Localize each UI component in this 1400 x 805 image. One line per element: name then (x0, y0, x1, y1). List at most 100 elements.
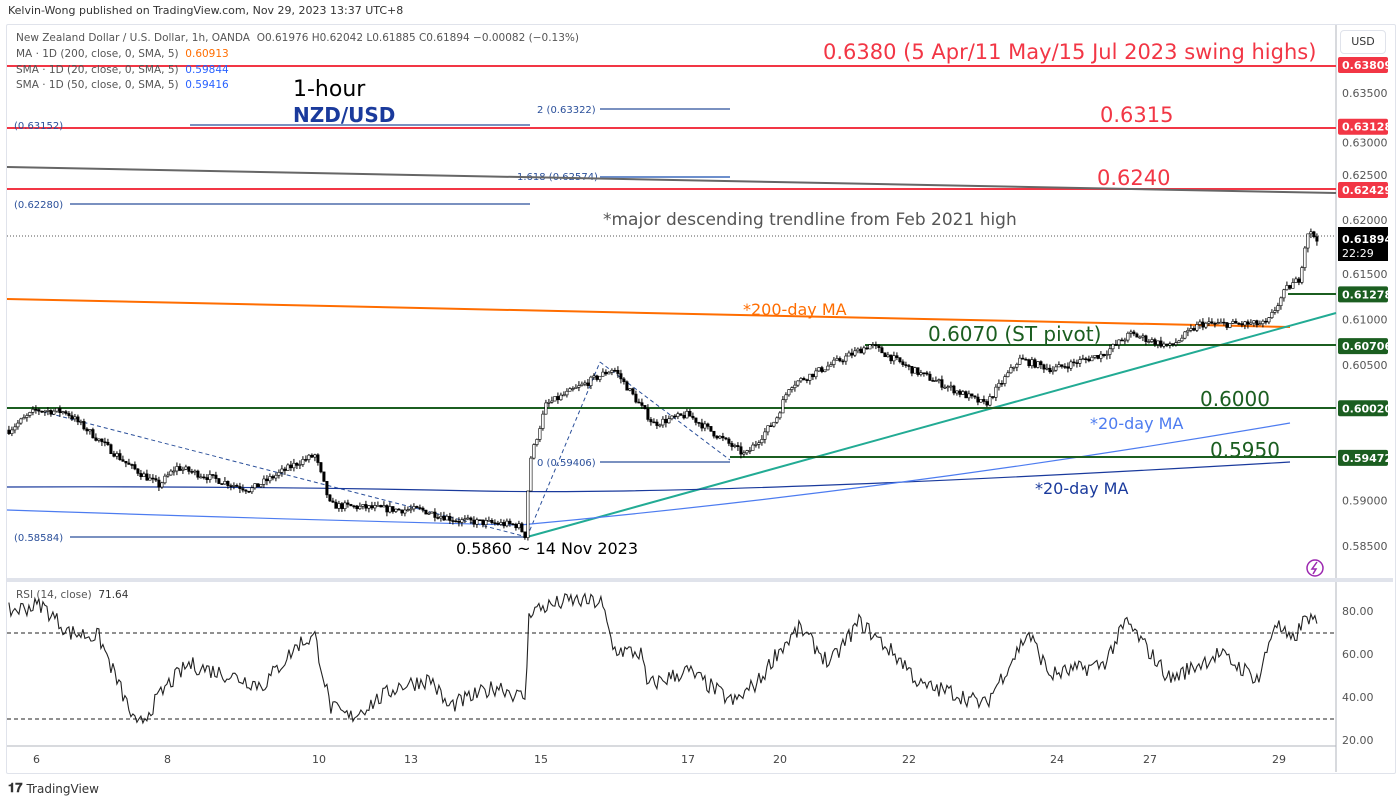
candle (1297, 276, 1301, 286)
candle (553, 396, 557, 402)
candle (298, 460, 302, 470)
candle (784, 392, 788, 403)
candle (367, 505, 371, 513)
fib-dashed-leg[interactable] (599, 361, 731, 461)
candle (1132, 329, 1136, 337)
candle (880, 346, 884, 354)
candle (448, 512, 452, 524)
candle (1042, 363, 1046, 373)
tradingview-brand[interactable]: 𝟏𝟕 TradingView (8, 781, 99, 796)
candle (37, 408, 41, 415)
rsi-line[interactable] (8, 592, 1318, 725)
candle (493, 519, 497, 526)
candle (1054, 363, 1058, 372)
candle (874, 341, 878, 350)
ma200-line[interactable] (6, 298, 1291, 328)
candle (832, 357, 836, 368)
candle (1267, 317, 1271, 325)
candle (55, 408, 59, 413)
legend-sma20[interactable]: SMA · 1D (20, close, 0, SMA, 5) 0.59844 (16, 64, 229, 76)
candle (907, 363, 911, 371)
candle (1039, 360, 1043, 370)
sma50-line[interactable] (6, 461, 1291, 493)
sma20-label: *20-day MA (1090, 414, 1184, 433)
candle (1123, 337, 1127, 345)
candle (1159, 336, 1163, 349)
currency-button[interactable]: USD (1340, 30, 1386, 54)
candle (697, 421, 701, 427)
descending-trendline[interactable] (6, 166, 1337, 194)
candle (1243, 320, 1247, 330)
candle (289, 460, 293, 472)
candle (598, 375, 602, 383)
candle (385, 504, 389, 517)
candle (25, 413, 29, 422)
lightning-icon[interactable] (1306, 559, 1324, 577)
candle (1060, 364, 1064, 369)
candle (814, 367, 818, 380)
candle (166, 471, 170, 478)
candle (232, 482, 236, 490)
candle (943, 384, 947, 389)
candle (1084, 356, 1088, 364)
candle (1210, 318, 1214, 325)
candle (922, 372, 926, 377)
fib-label: 0 (0.59406) (537, 458, 596, 469)
legend-rsi[interactable]: RSI (14, close) 71.64 (16, 589, 129, 601)
candle (58, 405, 62, 417)
candle (673, 414, 677, 419)
support-label-06000: 0.6000 (1200, 387, 1270, 411)
candle (241, 484, 245, 493)
candle (463, 515, 467, 524)
price-level-tag: 0.61278 (1338, 286, 1392, 303)
candle (322, 471, 326, 482)
candle (1264, 318, 1268, 325)
candle (616, 366, 620, 378)
ascending-trendline[interactable] (526, 312, 1337, 538)
candle (205, 474, 209, 484)
legend-ma200[interactable]: MA · 1D (200, close, 0, SMA, 5) 0.60913 (16, 48, 229, 60)
time-axis-tick: 13 (404, 753, 418, 766)
candle (559, 392, 563, 401)
candle (1282, 288, 1286, 302)
candle (73, 413, 77, 422)
candle (28, 411, 32, 418)
candle (682, 411, 686, 420)
candle (724, 437, 728, 441)
candle (1030, 356, 1034, 369)
candle (295, 462, 299, 470)
candle (706, 422, 710, 430)
candle (994, 384, 998, 402)
candle (376, 501, 380, 507)
candle (736, 442, 740, 451)
fib-dashed-leg[interactable] (526, 361, 601, 538)
candle (52, 409, 56, 416)
candle (988, 393, 992, 407)
swing-low-label: 0.5860 ~ 14 Nov 2023 (456, 539, 639, 558)
svg-text:0.61278: 0.61278 (1342, 288, 1392, 301)
candle (64, 409, 68, 416)
svg-text:0.59472: 0.59472 (1342, 452, 1392, 465)
legend-sma50[interactable]: SMA · 1D (50, close, 0, SMA, 5) 0.59416 (16, 79, 229, 91)
candle (1003, 374, 1007, 387)
candle (538, 425, 542, 443)
sma20-line[interactable] (6, 422, 1291, 526)
candle (442, 511, 446, 521)
candle (433, 508, 437, 522)
candle (76, 414, 80, 426)
candle (892, 351, 896, 365)
candle (355, 504, 359, 512)
candle (514, 522, 518, 531)
candle (733, 443, 737, 449)
candle (1111, 343, 1115, 353)
candle (574, 384, 578, 389)
candle (1186, 327, 1190, 337)
candle (1129, 329, 1133, 338)
candle (937, 378, 941, 384)
candle (1126, 331, 1130, 343)
candle (1051, 366, 1055, 375)
candle (778, 411, 782, 420)
candle (946, 384, 950, 392)
candle (109, 443, 113, 455)
